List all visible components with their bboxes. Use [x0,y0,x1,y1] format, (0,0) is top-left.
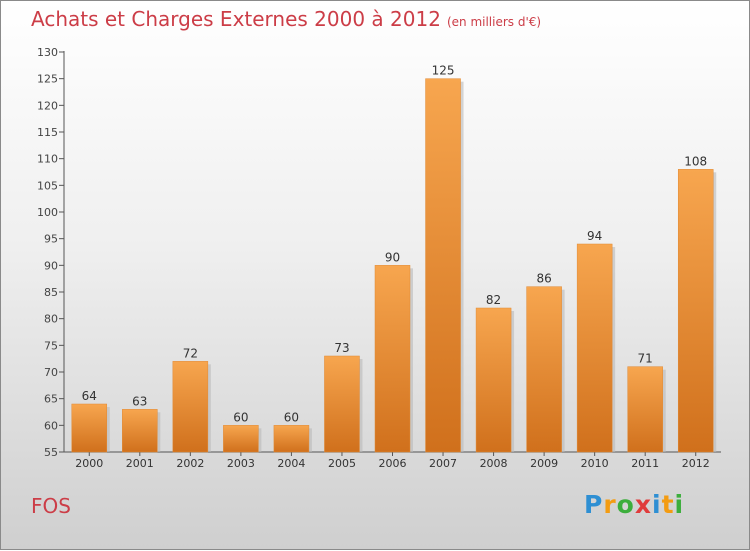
y-tick-label: 70 [44,366,58,379]
x-tick-label-2004: 2004 [277,457,305,470]
brand-letter: x [634,490,652,519]
x-tick-label-2001: 2001 [126,457,154,470]
x-tick-label-2012: 2012 [682,457,710,470]
data-label-2008: 82 [486,293,501,307]
x-tick-label-2007: 2007 [429,457,457,470]
y-tick-label: 85 [44,286,58,299]
bar-2004 [273,425,310,453]
y-tick-label: 130 [37,46,58,59]
bar-2000 [71,403,108,453]
brand-letter: P [584,490,604,519]
y-tick-label: 100 [37,206,58,219]
data-label-2011: 71 [638,352,653,366]
data-label-2001: 63 [132,394,147,408]
x-tick-label-2009: 2009 [530,457,558,470]
chart-bars [71,78,717,453]
y-tick-label: 120 [37,99,58,112]
data-label-2007: 125 [432,64,455,78]
brand-letter: t [661,490,675,519]
y-tick-label: 80 [44,313,58,326]
data-label-2006: 90 [385,250,400,264]
place-name: FOS [31,494,71,518]
data-label-2004: 60 [284,410,299,424]
chart-subtitle: (en milliers d'€) [446,15,542,29]
x-tick-label-2003: 2003 [227,457,255,470]
x-tick-label-2006: 2006 [379,457,407,470]
brand-letter: o [616,490,635,519]
x-tick-label-2011: 2011 [631,457,659,470]
data-label-2003: 60 [233,410,248,424]
brand-letter: r [603,490,617,519]
y-tick-label: 110 [37,153,58,166]
bar-2005 [324,355,360,453]
data-label-2012: 108 [684,154,707,168]
y-tick-label: 115 [37,126,58,139]
data-label-2000: 64 [82,389,97,403]
bar-2012 [677,169,714,453]
chart-title-text: Achats et Charges Externes 2000 à 2012 [31,7,441,31]
y-tick-label: 105 [37,179,58,192]
bar-2011 [627,366,663,453]
brand-letter: i [652,490,662,519]
bar-2010 [576,243,613,453]
y-tick-label: 125 [37,73,58,86]
brand-letter: i [674,490,685,519]
brand-logo: Proxiti [584,490,684,519]
y-tick-label: 90 [44,259,58,272]
bar-2009 [526,286,562,453]
chart-title: Achats et Charges Externes 2000 à 2012 (e… [31,7,541,31]
data-label-2002: 72 [183,346,198,360]
bar-2007 [425,78,461,453]
data-label-2010: 94 [587,229,602,243]
bar-2001 [122,409,158,453]
x-tick-label-2005: 2005 [328,457,356,470]
bar-2003 [223,425,259,453]
chart-axes: 55 60 65 70 75 80 85 90 95 100 105 110 115 120 125 130 2… [37,46,721,470]
y-tick-label: 95 [44,233,58,246]
data-label-2005: 73 [334,341,349,355]
y-tick-label: 65 [44,393,58,406]
y-tick-label: 75 [44,339,58,352]
chart-labels: 64 63 72 60 60 73 90 125 82 86 94 71 108 [82,64,708,425]
x-tick-label-2008: 2008 [480,457,508,470]
bar-2008 [475,307,512,453]
bar-2006 [374,265,411,453]
x-tick-label-2000: 2000 [75,457,103,470]
bar-2002 [172,361,209,453]
data-label-2009: 86 [536,272,551,286]
y-tick-label: 60 [44,419,58,432]
x-tick-label-2002: 2002 [176,457,204,470]
x-tick-label-2010: 2010 [581,457,609,470]
y-tick-label: 55 [44,446,58,459]
